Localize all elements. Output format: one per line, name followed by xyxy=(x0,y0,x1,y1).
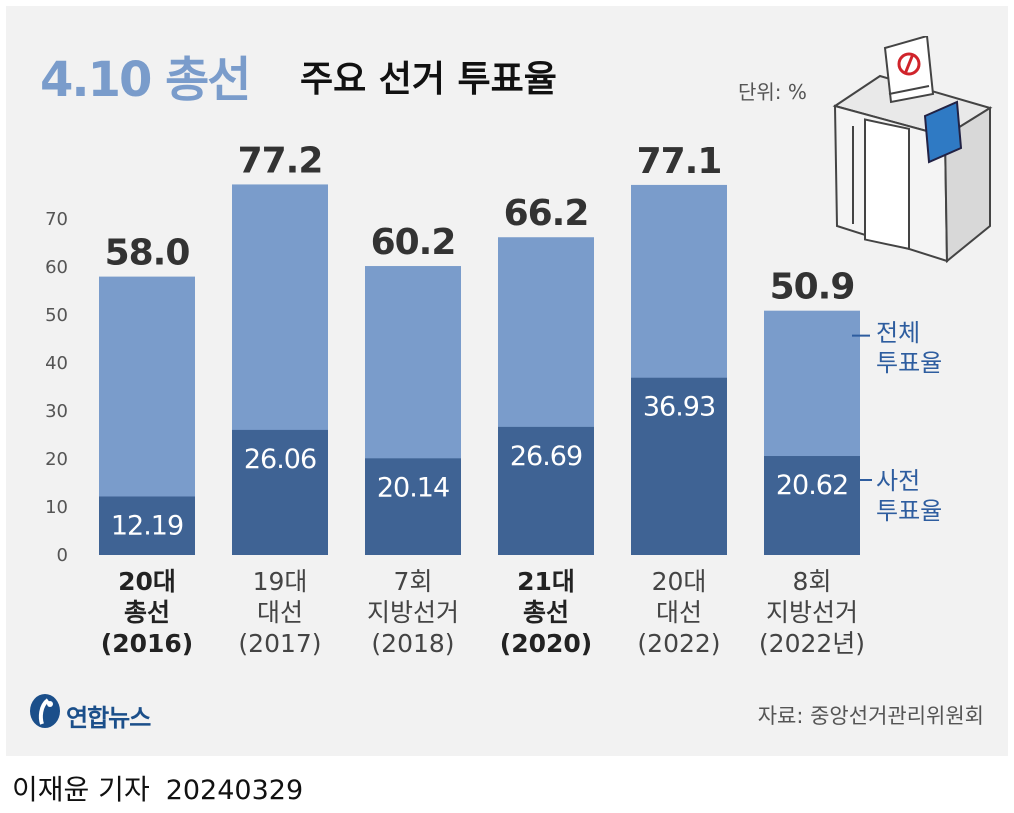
category-label: 21대 총선 (2020) xyxy=(471,566,621,659)
data-label-total: 77.1 xyxy=(637,141,722,182)
ballot-box-icon xyxy=(832,36,993,264)
category-label-line: (2016) xyxy=(100,629,194,658)
category-label-line: (2020) xyxy=(499,629,593,658)
y-tick-label: 10 xyxy=(45,497,68,518)
bar-early xyxy=(764,456,860,555)
category-label: 20대 총선 (2016) xyxy=(72,566,222,659)
category-label-line: 지방선거 xyxy=(366,598,459,627)
series-label-total-line2: 투표율 xyxy=(876,349,943,377)
byline-author: 이재윤 기자 xyxy=(12,773,150,806)
bar-early xyxy=(498,426,594,555)
data-label-early: 26.69 xyxy=(510,441,582,472)
title-main: 주요 선거 투표율 xyxy=(300,59,557,100)
y-tick-label: 50 xyxy=(45,305,68,326)
category-label: 8회 지방선거 (2022년) xyxy=(737,566,887,659)
y-tick-label: 70 xyxy=(45,209,68,230)
category-label-line: (2017) xyxy=(238,629,322,658)
category-label-line: (2022) xyxy=(637,629,721,658)
bar-early xyxy=(99,496,195,555)
category-label-line: 8회 xyxy=(792,567,832,596)
title-accent: 4.10 총선 xyxy=(40,52,251,108)
series-label-early-line1: 사전 xyxy=(876,467,921,495)
category-label-line: 대선 xyxy=(256,598,303,627)
y-tick-label: 60 xyxy=(45,257,68,278)
data-label-total: 60.2 xyxy=(371,222,456,263)
category-label-line: 20대 xyxy=(118,567,176,596)
category-label-line: (2018) xyxy=(371,629,455,658)
category-label-line: 총선 xyxy=(522,598,569,627)
series-label-total-line1: 전체 xyxy=(876,319,921,347)
yonhap-logo-text: 연합뉴스 xyxy=(66,704,151,732)
data-label-total: 58.0 xyxy=(105,233,190,274)
data-label-total: 50.9 xyxy=(770,267,855,308)
y-tick-label: 20 xyxy=(45,449,68,470)
data-label-early: 36.93 xyxy=(643,392,715,423)
category-label-line: 19대 xyxy=(252,567,308,596)
data-label-early: 20.62 xyxy=(776,470,848,501)
y-tick-label: 0 xyxy=(57,545,68,566)
bar-early xyxy=(365,458,461,555)
category-label-line: 대선 xyxy=(655,598,702,627)
category-label-line: (2022년) xyxy=(758,629,866,658)
data-label-total: 77.2 xyxy=(238,140,323,181)
category-label-line: 7회 xyxy=(393,567,433,596)
data-label-early: 26.06 xyxy=(244,444,316,475)
series-label-early: 사전 투표율 xyxy=(876,466,942,526)
series-label-early-line2: 투표율 xyxy=(876,497,943,525)
category-label-line: 지방선거 xyxy=(765,598,858,627)
bar-early xyxy=(631,377,727,555)
data-label-early: 12.19 xyxy=(111,510,183,541)
category-label: 7회 지방선거 (2018) xyxy=(338,566,488,659)
category-label: 20대 대선 (2022) xyxy=(604,566,754,659)
category-label-line: 총선 xyxy=(123,598,170,627)
unit-label: 단위: % xyxy=(738,80,807,104)
category-label-line: 20대 xyxy=(651,567,707,596)
category-label-line: 21대 xyxy=(517,567,575,596)
data-label-early: 20.14 xyxy=(377,472,449,503)
y-tick-label: 40 xyxy=(45,353,68,374)
yonhap-logo-icon xyxy=(30,694,60,728)
source-note: 자료: 중앙선거관리위원회 xyxy=(757,704,984,728)
data-label-total: 66.2 xyxy=(504,193,589,234)
byline-date: 20240329 xyxy=(165,775,304,806)
byline: 이재윤 기자 20240329 xyxy=(12,768,303,808)
series-label-total: 전체 투표율 xyxy=(876,318,942,378)
bar-early xyxy=(232,429,328,555)
y-tick-label: 30 xyxy=(45,401,68,422)
category-label: 19대 대선 (2017) xyxy=(205,566,355,659)
